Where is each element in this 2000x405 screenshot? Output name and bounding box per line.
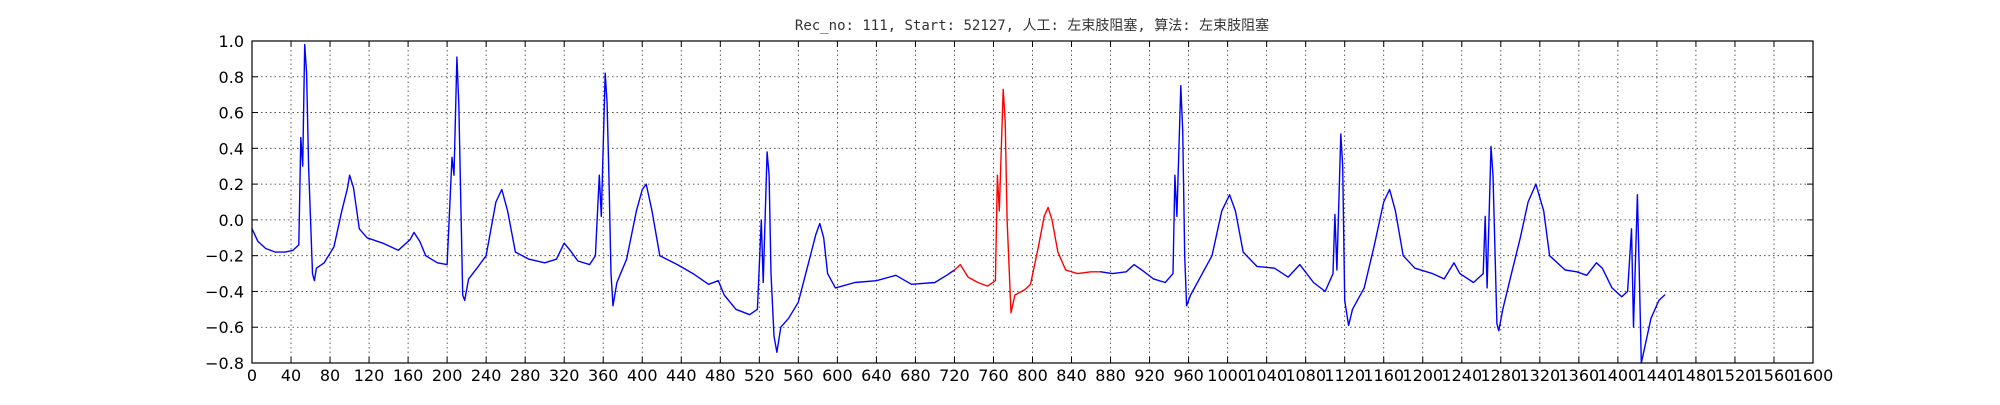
ecg-series-line: [1100, 84, 1666, 364]
x-tick-label: 1320: [1519, 366, 1560, 385]
y-tick-label: 0.2: [219, 175, 244, 194]
chart-title: Rec_no: 111, Start: 52127, 人工: 左束肢阻塞, 算法…: [795, 17, 1269, 34]
x-tick-label: 1600: [1793, 366, 1834, 385]
x-tick-label: 1080: [1285, 366, 1326, 385]
x-axis: 0 40 80 120 160 200 240 280 320 360 400 440 480 520 56…: [247, 41, 1833, 385]
ecg-series-line: [251, 43, 956, 353]
x-tick-label: 600: [822, 366, 853, 385]
x-tick-label: 920: [1134, 366, 1165, 385]
y-tick-label: −0.2: [205, 247, 244, 266]
x-tick-label: 480: [705, 366, 736, 385]
x-tick-label: 1000: [1207, 366, 1248, 385]
x-tick-label: 800: [1017, 366, 1048, 385]
x-tick-label: 960: [1173, 366, 1204, 385]
x-tick-label: 360: [588, 366, 619, 385]
y-tick-label: 1.0: [219, 32, 244, 51]
x-tick-label: 1360: [1558, 366, 1599, 385]
x-tick-label: 240: [471, 366, 502, 385]
x-tick-label: 120: [354, 366, 385, 385]
y-tick-label: 0.4: [219, 139, 244, 158]
x-tick-label: 720: [939, 366, 970, 385]
x-tick-label: 560: [783, 366, 814, 385]
x-tick-label: 1040: [1246, 366, 1287, 385]
x-tick-label: 880: [1095, 366, 1126, 385]
x-tick-label: 320: [549, 366, 580, 385]
x-tick-label: 1280: [1480, 366, 1521, 385]
x-tick-label: 440: [666, 366, 697, 385]
plot-frame: [251, 40, 1814, 364]
x-tick-label: 1560: [1754, 366, 1795, 385]
x-tick-label: 80: [320, 366, 340, 385]
y-tick-label: −0.6: [205, 318, 244, 337]
x-tick-label: 0: [247, 366, 257, 385]
x-tick-label: 160: [393, 366, 424, 385]
x-tick-label: 1160: [1363, 366, 1404, 385]
y-tick-label: −0.4: [205, 282, 244, 301]
x-tick-label: 1520: [1715, 366, 1756, 385]
x-tick-label: 520: [744, 366, 775, 385]
x-tick-label: 1120: [1324, 366, 1365, 385]
y-axis: −0.8 −0.6 −0.4 −0.2 0.0 0.2 0.4 0.6 0.8 1.0: [205, 32, 1813, 373]
x-tick-label: 280: [510, 366, 541, 385]
x-tick-label: 760: [978, 366, 1009, 385]
x-tick-label: 400: [627, 366, 658, 385]
x-tick-label: 1400: [1598, 366, 1639, 385]
y-tick-label: 0.6: [219, 104, 244, 123]
x-tick-label: 40: [281, 366, 301, 385]
x-tick-label: 1200: [1402, 366, 1443, 385]
series-layer: [251, 43, 1666, 364]
x-tick-label: 200: [432, 366, 463, 385]
x-tick-label: 1440: [1637, 366, 1678, 385]
x-tick-label: 1240: [1441, 366, 1482, 385]
y-tick-label: 0.0: [219, 211, 244, 230]
grid-layer: [251, 40, 1814, 364]
x-tick-label: 840: [1056, 366, 1087, 385]
y-tick-label: −0.8: [205, 354, 244, 373]
y-tick-label: 0.8: [219, 68, 244, 87]
x-tick-label: 640: [861, 366, 892, 385]
x-tick-label: 680: [900, 366, 931, 385]
highlighted-beat-line: [953, 88, 1102, 314]
x-tick-label: 1480: [1676, 366, 1717, 385]
